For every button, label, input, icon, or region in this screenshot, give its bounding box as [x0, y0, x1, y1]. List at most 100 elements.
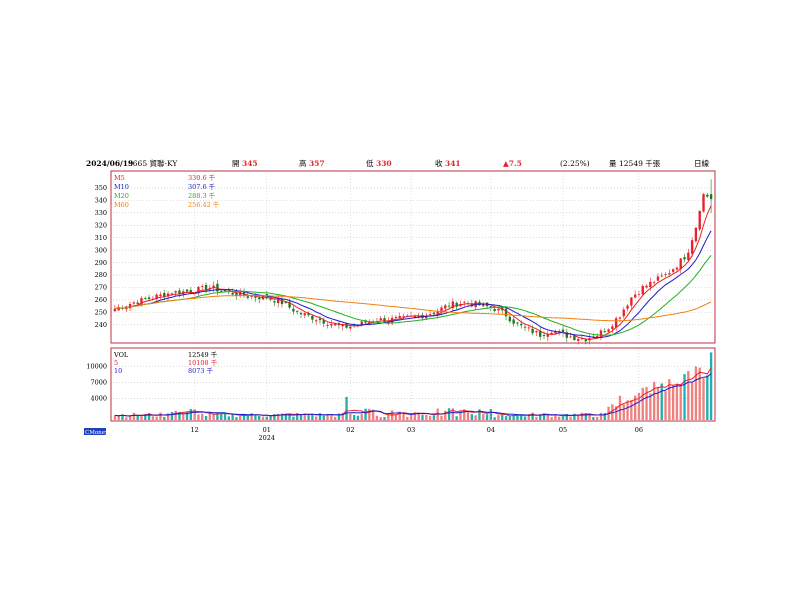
volume-bar — [497, 415, 500, 420]
volume-bar — [242, 414, 246, 420]
volume-bar — [375, 415, 379, 420]
price-tick-label: 240 — [95, 321, 107, 329]
volume-bar — [159, 412, 162, 420]
candle-body — [512, 319, 515, 324]
volume-bar — [523, 416, 527, 420]
candle-body — [174, 291, 177, 293]
volume-bar — [508, 416, 512, 420]
volume-bar — [687, 371, 690, 420]
candle-body — [284, 302, 287, 304]
candle-body — [649, 281, 652, 288]
volume-bar — [201, 413, 204, 420]
candle-body — [280, 298, 284, 305]
candle-body — [189, 290, 193, 294]
volume-bar — [550, 417, 553, 420]
volume-ma-lines — [114, 367, 712, 417]
volume-bar — [455, 416, 458, 420]
price-legend-name: M5 — [114, 174, 125, 182]
candle-body — [208, 287, 212, 290]
candle-body — [702, 194, 705, 212]
volume-bar — [140, 415, 143, 420]
volume-bar — [493, 417, 496, 420]
candle-body — [212, 285, 215, 288]
ma5-line — [114, 205, 712, 340]
volume-bar — [561, 416, 565, 420]
candle-body — [258, 297, 261, 300]
price-tick-label: 320 — [95, 221, 107, 229]
x-tick-label: 05 — [559, 426, 567, 434]
volume-bar — [535, 416, 538, 420]
candle-body — [299, 312, 303, 315]
volume-bar — [580, 412, 584, 420]
volume-bar — [333, 416, 337, 420]
candle-body — [140, 298, 143, 305]
candle-body — [333, 323, 337, 326]
volume-bar — [406, 416, 409, 420]
candle-body — [664, 274, 667, 275]
candle-body — [185, 289, 189, 292]
volume-bar — [459, 411, 462, 420]
candle-body — [618, 317, 622, 319]
candle-body — [113, 308, 117, 312]
volume-bar — [371, 409, 375, 420]
volume-bar — [417, 412, 420, 420]
brand-badge — [84, 428, 106, 435]
volume-bar — [132, 412, 136, 420]
volume-bar — [136, 415, 139, 420]
volume-bar — [360, 413, 363, 420]
volume-legend: VOL 12549 千 5 10108 千 10 8073 千 — [113, 350, 218, 375]
candle-body — [296, 310, 299, 312]
volume-legend-value: 10108 千 — [188, 358, 218, 367]
candle-body — [622, 309, 625, 317]
volume-bar — [273, 414, 276, 420]
candle-body — [322, 320, 325, 324]
volume-bar — [326, 413, 329, 420]
volume-legend-name: 5 — [114, 359, 118, 367]
candle-body — [626, 305, 629, 309]
volume-bar — [413, 412, 417, 420]
candle-body — [383, 318, 386, 323]
volume-bar — [246, 415, 249, 420]
candle-body — [679, 258, 682, 270]
candle-body — [216, 283, 219, 292]
volume-bar — [314, 416, 318, 420]
volume-bar — [220, 414, 223, 420]
volume-bar — [614, 406, 618, 420]
volume-legend-value: 8073 千 — [188, 366, 214, 375]
volume-legend-name: VOL — [113, 351, 129, 359]
volume-bar — [569, 416, 572, 420]
volume-legend-value: 12549 千 — [188, 350, 218, 359]
volume-bar — [588, 415, 591, 420]
candle-body — [246, 296, 249, 298]
candle-body — [273, 301, 276, 303]
volume-bar — [485, 414, 489, 420]
volume-bar — [622, 404, 625, 420]
volume-bar — [584, 413, 587, 420]
volume-tick-label: 4000 — [90, 395, 107, 403]
volume-bar — [284, 413, 287, 420]
header-open-label: 開 — [232, 159, 240, 168]
volume-bar — [216, 412, 219, 420]
candle-body — [254, 295, 257, 298]
candle-body — [687, 252, 690, 260]
volume-bar — [356, 415, 360, 420]
candle-body — [569, 336, 572, 338]
volume-bar — [633, 395, 637, 420]
candle-body — [546, 334, 549, 337]
volume-bar — [345, 396, 348, 420]
volume-tick-label: 10000 — [86, 362, 107, 370]
volume-ma5-line — [114, 367, 712, 417]
price-tick-label: 280 — [95, 271, 107, 279]
candle-body — [645, 285, 648, 288]
candle-body — [683, 257, 686, 260]
candle-body — [542, 335, 546, 336]
volume-bar — [235, 417, 238, 420]
candle-body — [368, 321, 371, 324]
volume-bar — [299, 414, 303, 420]
candle-body — [561, 329, 565, 333]
price-tick-label: 290 — [95, 259, 107, 267]
candle-body — [155, 294, 158, 300]
volume-bar — [618, 395, 622, 420]
